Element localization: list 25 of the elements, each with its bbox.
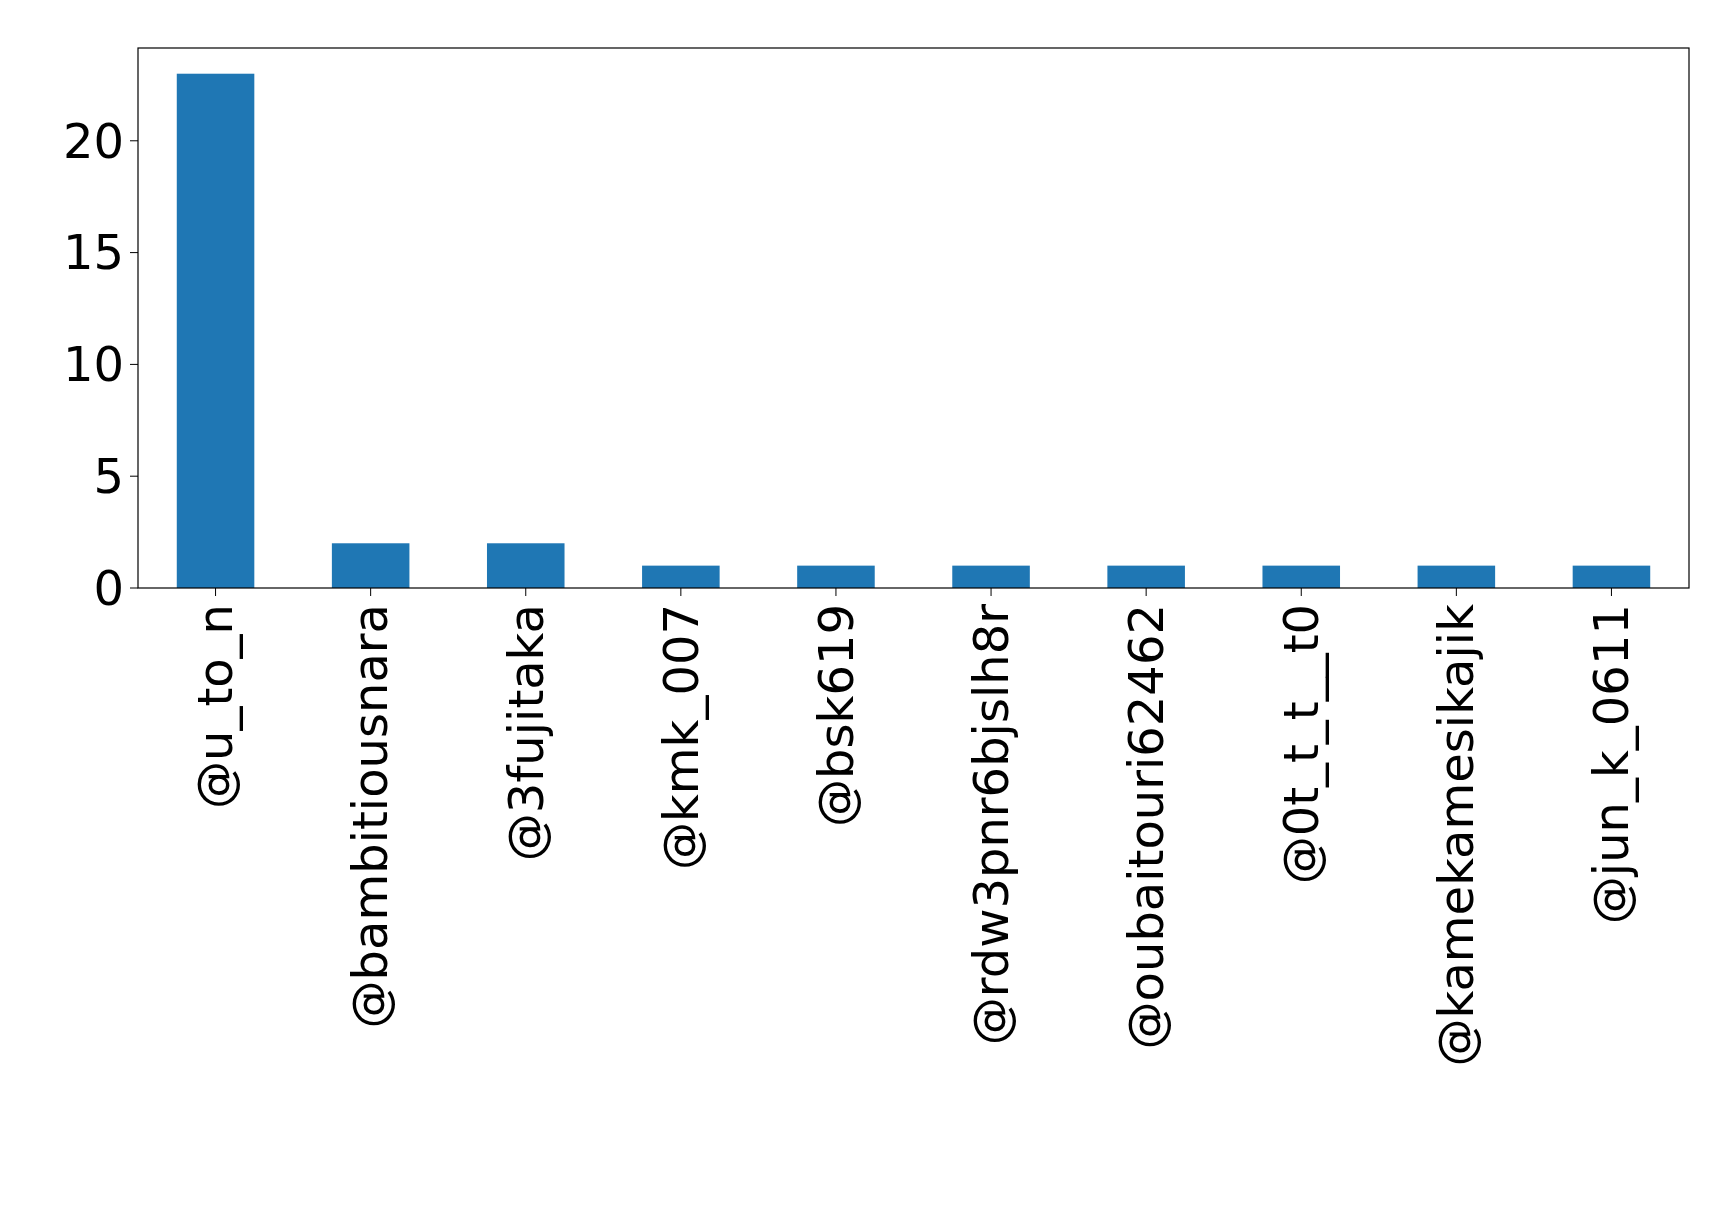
y-tick-label: 5: [93, 448, 124, 504]
y-tick-label: 20: [62, 112, 124, 169]
x-tick-label: @kamekamesikajik: [1428, 603, 1485, 1067]
x-tick-label: @jun_k_0611: [1583, 604, 1640, 925]
x-tick-label: @u_to_n: [187, 604, 244, 810]
bar: [1417, 565, 1496, 588]
x-tick-label: @rdw3pnr6bjslh8r: [962, 603, 1019, 1046]
bar: [642, 565, 720, 588]
bar: [176, 73, 255, 588]
bar: [486, 543, 565, 588]
bar: [1107, 565, 1185, 588]
x-tick-label: @bambitiousnara: [342, 604, 399, 1029]
y-tick-label: 15: [62, 224, 124, 281]
x-tick-label: @oubaitouri62462: [1117, 604, 1174, 1050]
x-tick-label: @kmk_007: [652, 604, 709, 870]
bar: [952, 565, 1030, 588]
x-tick-label: @0t_t_t__t0: [1273, 604, 1330, 885]
x-tick-label: @bsk619: [807, 604, 864, 827]
bar: [1572, 565, 1651, 588]
y-tick-label: 10: [62, 336, 124, 393]
bar: [1262, 565, 1341, 588]
bar: [797, 565, 875, 588]
y-tick-label: 0: [93, 559, 124, 616]
x-tick-label: @3fujitaka: [497, 604, 554, 862]
bar: [331, 543, 410, 588]
